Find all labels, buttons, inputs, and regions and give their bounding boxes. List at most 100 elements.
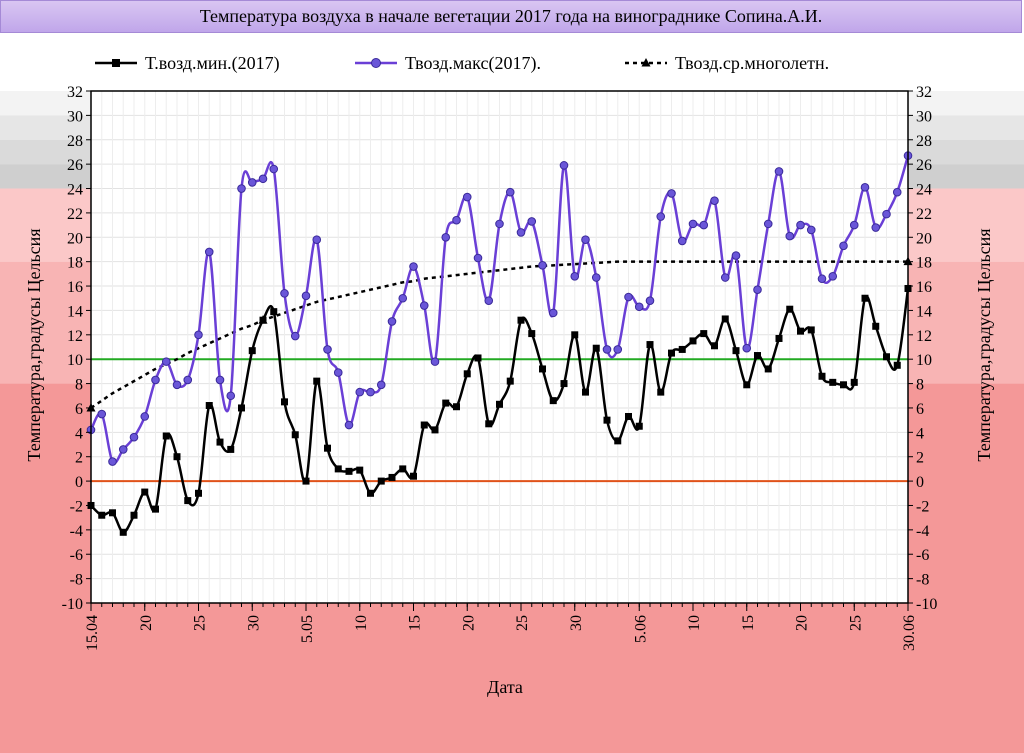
- data-point: [290, 331, 300, 341]
- y-tick-label-left: 4: [75, 425, 83, 442]
- data-point: [108, 457, 117, 466]
- data-point: [431, 426, 439, 434]
- data-point: [345, 467, 353, 475]
- y-tick-label-left: 0: [75, 474, 83, 491]
- data-point: [161, 357, 171, 366]
- data-point: [140, 412, 150, 421]
- x-tick-label: 10: [353, 615, 370, 631]
- data-point: [216, 438, 224, 446]
- data-point: [786, 305, 794, 313]
- data-point: [505, 187, 515, 197]
- data-point: [453, 403, 460, 411]
- legend-marker: [641, 58, 651, 67]
- data-point: [420, 421, 428, 429]
- y-tick-label-left: -4: [70, 523, 83, 540]
- y-tick-label-right: 0: [916, 474, 924, 491]
- y-tick-label-right: -6: [916, 547, 929, 564]
- data-point: [797, 327, 804, 335]
- data-point: [463, 370, 471, 378]
- data-point: [452, 215, 461, 225]
- data-point: [129, 432, 139, 442]
- data-point: [817, 274, 827, 284]
- y-tick-label-right: 32: [916, 84, 932, 101]
- y-tick-label-right: 12: [916, 328, 932, 345]
- data-point: [355, 387, 365, 397]
- legend-item: Твозд.ср.многолетн.: [625, 53, 829, 73]
- data-point: [732, 347, 740, 355]
- data-point: [861, 294, 869, 302]
- data-point: [527, 217, 537, 226]
- data-point: [344, 420, 354, 430]
- data-point: [893, 361, 901, 369]
- x-tick-label: 15: [740, 615, 757, 631]
- y-tick-label-right: 22: [916, 206, 932, 223]
- data-point: [430, 357, 440, 366]
- data-point: [152, 505, 159, 513]
- data-point: [215, 375, 225, 385]
- data-point: [376, 380, 386, 390]
- y-tick-label-left: 2: [75, 450, 83, 467]
- x-tick-label: 15: [407, 615, 424, 631]
- data-point: [860, 183, 870, 192]
- y-tick-label-left: -8: [70, 572, 83, 589]
- y-tick-label-right: 20: [916, 230, 932, 247]
- x-tick-label: 25: [514, 615, 531, 631]
- y-tick-label-left: -10: [62, 596, 83, 613]
- data-point: [645, 296, 655, 305]
- data-point: [892, 187, 902, 197]
- data-point: [667, 189, 676, 198]
- legend-label: Твозд.макс(2017).: [405, 53, 541, 74]
- data-point: [764, 365, 772, 373]
- data-point: [248, 347, 256, 355]
- data-point: [109, 509, 116, 517]
- y-tick-label-left: 16: [67, 279, 83, 296]
- y-tick-label-right: 26: [916, 157, 932, 174]
- data-point: [560, 380, 568, 388]
- y-tick-label-right: 28: [916, 133, 932, 150]
- y-axis-label-right: Температура,градусы Цельсия: [974, 228, 994, 461]
- y-tick-label-left: -6: [70, 547, 83, 564]
- data-point: [356, 466, 364, 474]
- legend-marker: [112, 59, 120, 67]
- data-point: [184, 497, 192, 505]
- data-point: [710, 196, 719, 206]
- data-point: [528, 330, 536, 338]
- data-point: [333, 368, 343, 377]
- data-point: [173, 453, 181, 461]
- x-tick-label: 10: [686, 615, 703, 631]
- series-1: [86, 151, 913, 466]
- data-point: [538, 261, 547, 270]
- data-point: [548, 308, 558, 318]
- data-point: [387, 317, 397, 326]
- y-tick-label-right: 16: [916, 279, 932, 296]
- y-tick-label-right: 24: [916, 182, 932, 199]
- series-line: [89, 155, 910, 465]
- y-tick-label-right: -2: [916, 498, 929, 515]
- data-point: [281, 398, 288, 406]
- y-tick-label-right: -10: [916, 596, 937, 613]
- data-point: [238, 404, 245, 412]
- data-point: [753, 285, 762, 295]
- y-tick-label-right: 8: [916, 377, 924, 394]
- y-axis-label-left: Температура,градусы Цельсия: [24, 228, 44, 461]
- y-tick-label-left: -2: [70, 498, 83, 515]
- data-point: [474, 354, 482, 362]
- data-point: [312, 235, 322, 245]
- data-point: [98, 511, 106, 519]
- data-point: [119, 528, 127, 536]
- series-layer: [86, 151, 913, 536]
- data-point: [656, 212, 666, 221]
- y-tick-label-left: 32: [67, 84, 83, 101]
- data-point: [634, 302, 644, 312]
- data-point: [442, 399, 450, 407]
- legend-item: Т.возд.мин.(2017): [95, 53, 280, 74]
- data-point: [850, 378, 858, 386]
- data-point: [774, 167, 784, 176]
- data-point: [840, 381, 847, 389]
- data-point: [367, 489, 374, 497]
- data-point: [646, 341, 654, 349]
- data-point: [839, 241, 848, 251]
- data-point: [398, 293, 408, 303]
